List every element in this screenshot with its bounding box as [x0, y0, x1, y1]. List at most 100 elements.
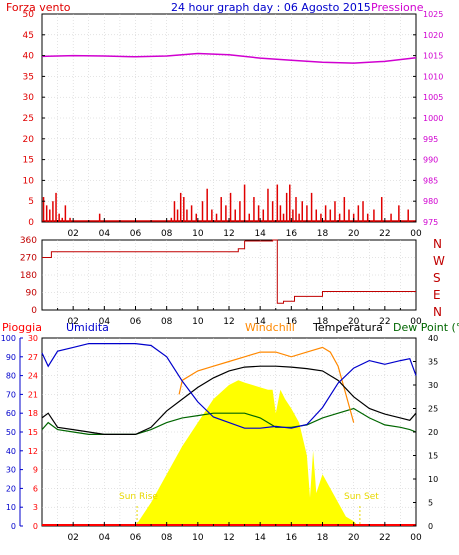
- rain-tick-label: 6: [33, 484, 38, 493]
- wind-tick-label: 45: [23, 31, 34, 41]
- wind-tick-label: 10: [23, 176, 35, 186]
- humidity-tick-label: 40: [6, 447, 16, 456]
- temperature-tick-label: 15: [428, 452, 438, 461]
- x-tick-label: 00: [410, 533, 422, 543]
- x-tick-label: 20: [348, 533, 360, 543]
- x-tick-label: 22: [379, 533, 390, 543]
- pressure-tick-label: 1020: [423, 31, 443, 40]
- compass-letter: N: [433, 305, 442, 319]
- x-tick-label: 12: [223, 317, 234, 327]
- direction-tick-label: 180: [20, 271, 37, 281]
- x-tick-label: 14: [254, 229, 266, 239]
- pressure-tick-label: 990: [423, 156, 438, 165]
- rain-tick-label: 24: [28, 372, 38, 381]
- humidity-axis: 0 10 20 30 40 50 60 70 80 90 100: [1, 334, 23, 531]
- dewpoint-label: Dew Point (°C: [393, 321, 459, 334]
- x-tick-label: 06: [130, 533, 142, 543]
- windchill-line: [178, 346, 355, 423]
- pressure-line: [41, 52, 417, 64]
- wind-tick-label: 0: [28, 218, 34, 228]
- x-tick-label: 06: [130, 229, 142, 239]
- pressure-tick-label: 1025: [423, 10, 443, 19]
- wind-tick-label: 20: [23, 135, 35, 145]
- x-tick-label: 22: [379, 317, 390, 327]
- temperature-tick-label: 20: [428, 428, 438, 437]
- x-tick-label: 18: [317, 533, 329, 543]
- rain-tick-label: 27: [28, 353, 38, 362]
- x-tick-label: 04: [99, 533, 111, 543]
- humidity-label: Umidita: [66, 321, 109, 334]
- temperature-tick-label: 30: [428, 381, 438, 390]
- solar-series: [135, 380, 361, 526]
- humidity-tick-label: 70: [6, 390, 16, 399]
- time-axis: 02 04 06 08 10 12 14 16 18 20 22 00: [57, 522, 422, 543]
- compass-letter: N: [433, 237, 442, 251]
- x-tick-label: 18: [317, 229, 329, 239]
- dewpoint-line: [41, 407, 417, 435]
- humidity-tick-label: 20: [6, 484, 16, 493]
- humidity-tick-label: 100: [1, 334, 16, 343]
- humidity-tick-label: 10: [6, 503, 16, 512]
- rain-tick-label: 9: [33, 466, 38, 475]
- x-tick-label: 08: [161, 229, 173, 239]
- x-tick-label: 04: [99, 317, 111, 327]
- x-tick-label: 20: [348, 317, 360, 327]
- x-tick-label: 16: [286, 317, 298, 327]
- x-tick-label: 00: [410, 229, 422, 239]
- x-tick-label: 14: [254, 533, 266, 543]
- wind-label: Forza vento: [6, 1, 71, 14]
- wind-tick-label: 5: [28, 197, 34, 207]
- x-tick-label: 12: [223, 533, 234, 543]
- sunset-label: Sun Set: [344, 492, 379, 502]
- wind-axis: 0 5 10 15 20 25 30 35 40 45 50: [23, 10, 45, 228]
- temperature-tick-label: 10: [428, 475, 438, 484]
- wind-tick-label: 35: [23, 72, 34, 82]
- humidity-tick-label: 0: [11, 522, 16, 531]
- grid: [42, 240, 416, 310]
- pressure-axis: 975 980 985 990 995 1000 1005 1010 1015 1020 1025: [413, 10, 443, 227]
- pressure-tick-label: 1005: [423, 93, 443, 102]
- humidity-line: [41, 343, 417, 429]
- sunrise-label: Sun Rise: [119, 492, 158, 502]
- temperature-tick-label: 35: [428, 358, 438, 367]
- direction-tick-label: 90: [26, 289, 38, 299]
- rain-axis: 0 3 6 9 12 15 18 21 24 27 30: [28, 334, 38, 531]
- temperature-axis: 0 5 10 15 20 25 30 35 40: [413, 334, 438, 531]
- temperature-tick-label: 0: [428, 522, 433, 531]
- x-tick-label: 10: [192, 317, 204, 327]
- x-tick-label: 04: [99, 229, 111, 239]
- pressure-tick-label: 1015: [423, 52, 443, 61]
- wind-tick-label: 30: [23, 93, 35, 103]
- humidity-tick-label: 90: [6, 353, 16, 362]
- x-tick-label: 10: [192, 533, 204, 543]
- temperature-label: Temperatura: [312, 321, 383, 334]
- x-tick-label: 14: [254, 317, 266, 327]
- direction-tick-label: 270: [20, 254, 37, 264]
- x-tick-label: 18: [317, 317, 329, 327]
- temperature-tick-label: 25: [428, 405, 438, 414]
- pressure-series: [41, 52, 417, 64]
- x-tick-label: 00: [410, 317, 422, 327]
- direction-axis: 0 90 180 270 360: [20, 236, 37, 316]
- wind-tick-label: 40: [23, 52, 35, 62]
- humidity-tick-label: 60: [6, 409, 16, 418]
- direction-line: [42, 239, 416, 304]
- wind-tick-label: 50: [23, 10, 35, 20]
- x-tick-label: 02: [67, 229, 78, 239]
- rain-tick-label: 30: [28, 334, 38, 343]
- x-tick-label: 06: [130, 317, 142, 327]
- humidity-tick-label: 80: [6, 372, 16, 381]
- x-tick-label: 02: [67, 533, 78, 543]
- direction-tick-label: 0: [31, 306, 37, 316]
- chart-title: 24 hour graph day : 06 Agosto 2015: [171, 1, 371, 14]
- rain-tick-label: 0: [33, 522, 38, 531]
- wind-tick-label: 15: [23, 156, 34, 166]
- x-tick-label: 08: [161, 317, 173, 327]
- pressure-tick-label: 1010: [423, 72, 443, 81]
- humidity-tick-label: 50: [6, 428, 16, 437]
- temperature-tick-label: 40: [428, 334, 438, 343]
- pressure-tick-label: 980: [423, 197, 438, 206]
- x-tick-label: 12: [223, 229, 234, 239]
